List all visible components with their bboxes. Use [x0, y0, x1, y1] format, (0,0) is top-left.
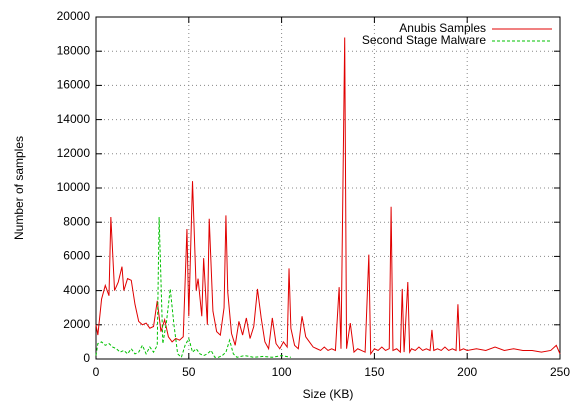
y-tick-label: 16000: [57, 78, 91, 92]
y-tick-label: 0: [83, 351, 90, 365]
data-line: [95, 37, 561, 356]
y-tick-label: 6000: [63, 249, 90, 263]
y-tick-label: 12000: [57, 146, 91, 160]
plot-frame: [95, 16, 561, 360]
x-tick-label: 0: [93, 365, 100, 379]
y-tick-label: 14000: [57, 112, 91, 126]
y-tick-label: 18000: [57, 43, 91, 57]
x-tick-label: 150: [364, 365, 384, 379]
x-tick-label: 250: [550, 365, 570, 379]
y-tick-label: 2000: [63, 317, 90, 331]
x-tick-label: 100: [272, 365, 292, 379]
legend-label: Anubis Samples: [399, 21, 486, 35]
y-axis-label: Number of samples: [12, 136, 26, 240]
y-tick-label: 4000: [63, 283, 90, 297]
data-line: [95, 217, 291, 359]
y-tick-label: 10000: [57, 180, 91, 194]
y-tick-label: 8000: [63, 214, 90, 228]
y-tick-label: 20000: [57, 9, 91, 23]
x-axis-label: Size (KB): [303, 387, 354, 401]
x-tick-label: 50: [182, 365, 196, 379]
legend-label: Second Stage Malware: [362, 33, 486, 47]
x-tick-label: 200: [457, 365, 477, 379]
